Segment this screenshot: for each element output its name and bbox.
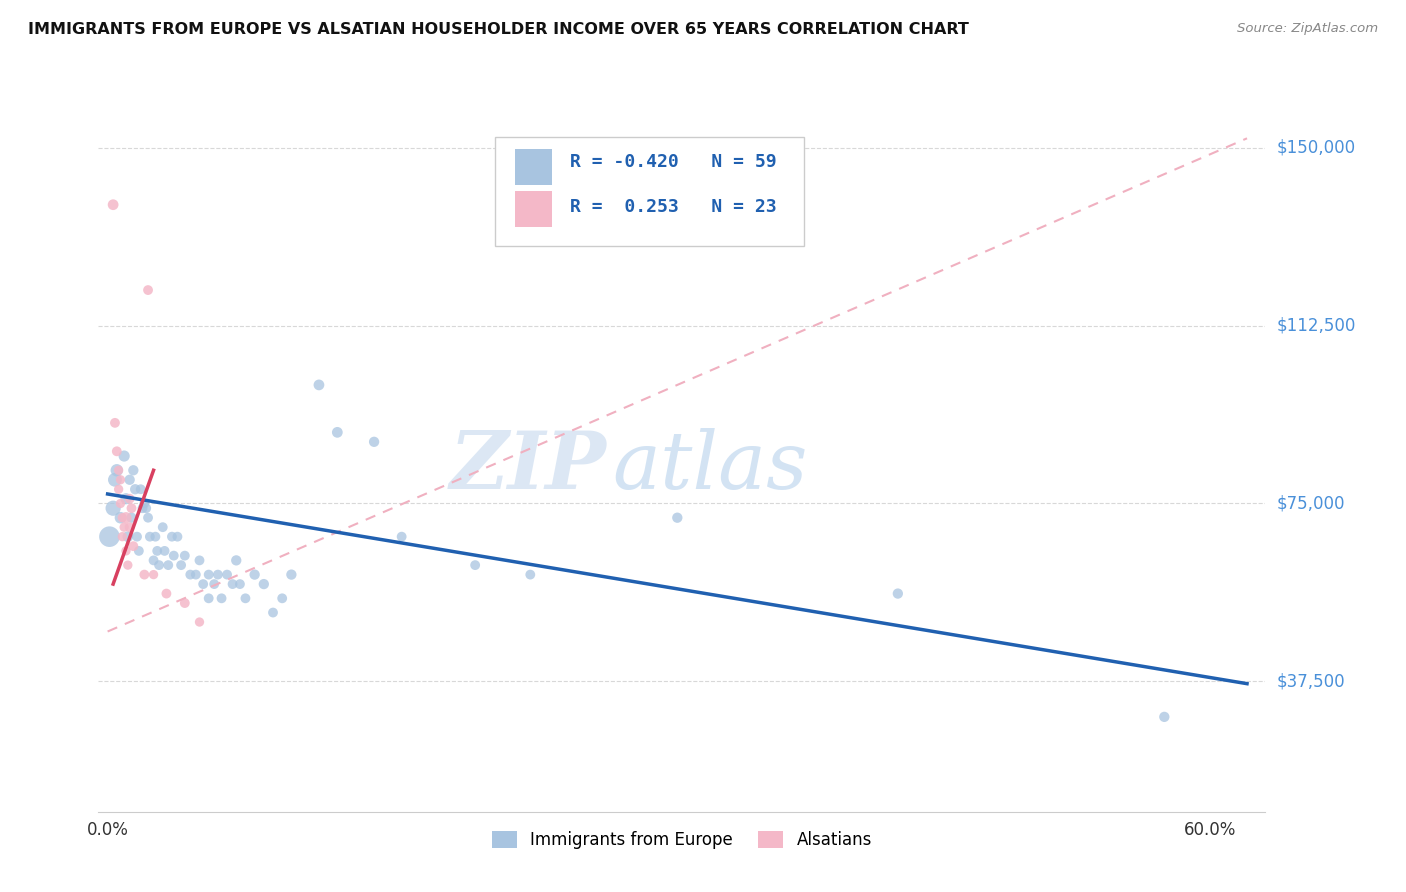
Point — [225, 553, 247, 567]
Text: $150,000: $150,000 — [1277, 139, 1355, 157]
Text: atlas: atlas — [612, 428, 807, 506]
Point — [122, 539, 145, 553]
Point — [104, 416, 127, 430]
Point — [125, 530, 148, 544]
Point — [142, 567, 165, 582]
Point — [193, 577, 215, 591]
Point — [308, 378, 330, 392]
Point — [104, 473, 127, 487]
Point — [136, 510, 159, 524]
Point — [115, 544, 138, 558]
Point — [166, 530, 188, 544]
Point — [173, 549, 195, 563]
Text: $75,000: $75,000 — [1277, 494, 1346, 513]
Point — [105, 463, 128, 477]
Bar — [515, 149, 553, 185]
Text: Source: ZipAtlas.com: Source: ZipAtlas.com — [1237, 22, 1378, 36]
FancyBboxPatch shape — [495, 137, 804, 246]
Point — [179, 567, 201, 582]
Point — [464, 558, 486, 573]
Point — [157, 558, 180, 573]
Point — [121, 501, 143, 516]
Text: R =  0.253   N = 23: R = 0.253 N = 23 — [569, 198, 776, 216]
Point — [221, 577, 243, 591]
Point — [117, 530, 139, 544]
Point — [145, 530, 167, 544]
Point — [173, 596, 195, 610]
Point — [184, 567, 207, 582]
Bar — [515, 191, 553, 227]
Point — [326, 425, 349, 440]
Point — [110, 473, 132, 487]
Point — [134, 567, 156, 582]
Point — [197, 591, 219, 606]
Point — [391, 530, 413, 544]
Point — [122, 463, 145, 477]
Point — [101, 501, 124, 516]
Point — [153, 544, 176, 558]
Point — [110, 510, 132, 524]
Point — [136, 283, 159, 297]
Point — [887, 586, 910, 600]
Point — [121, 510, 143, 524]
Text: $112,500: $112,500 — [1277, 317, 1355, 334]
Point — [115, 510, 138, 524]
Point — [363, 434, 385, 449]
Point — [112, 449, 135, 463]
Point — [118, 491, 141, 506]
Point — [117, 558, 139, 573]
Point — [124, 482, 146, 496]
Point — [139, 530, 162, 544]
Point — [235, 591, 257, 606]
Legend: Immigrants from Europe, Alsatians: Immigrants from Europe, Alsatians — [485, 824, 879, 855]
Point — [129, 482, 152, 496]
Point — [112, 520, 135, 534]
Point — [118, 473, 141, 487]
Point — [188, 553, 211, 567]
Point — [118, 520, 141, 534]
Point — [262, 606, 284, 620]
Point — [280, 567, 302, 582]
Point — [197, 567, 219, 582]
Text: ZIP: ZIP — [449, 428, 606, 506]
Point — [142, 553, 165, 567]
Point — [207, 567, 229, 582]
Point — [202, 577, 225, 591]
Point — [152, 520, 174, 534]
Point — [243, 567, 266, 582]
Point — [146, 544, 169, 558]
Point — [155, 586, 177, 600]
Point — [170, 558, 193, 573]
Point — [111, 530, 134, 544]
Point — [105, 444, 128, 458]
Point — [215, 567, 238, 582]
Point — [253, 577, 276, 591]
Point — [107, 463, 129, 477]
Point — [160, 530, 183, 544]
Text: IMMIGRANTS FROM EUROPE VS ALSATIAN HOUSEHOLDER INCOME OVER 65 YEARS CORRELATION : IMMIGRANTS FROM EUROPE VS ALSATIAN HOUSE… — [28, 22, 969, 37]
Point — [1153, 710, 1175, 724]
Point — [666, 510, 689, 524]
Point — [111, 510, 134, 524]
Point — [131, 501, 153, 516]
Point — [519, 567, 541, 582]
Point — [163, 549, 186, 563]
Point — [110, 496, 132, 510]
Point — [115, 491, 138, 506]
Text: R = -0.420   N = 59: R = -0.420 N = 59 — [569, 153, 776, 171]
Point — [229, 577, 252, 591]
Point — [188, 615, 211, 629]
Point — [107, 482, 129, 496]
Point — [135, 501, 157, 516]
Point — [101, 197, 124, 211]
Point — [128, 544, 150, 558]
Point — [98, 530, 121, 544]
Point — [148, 558, 170, 573]
Point — [211, 591, 233, 606]
Point — [134, 496, 156, 510]
Text: $37,500: $37,500 — [1277, 673, 1346, 690]
Point — [271, 591, 294, 606]
